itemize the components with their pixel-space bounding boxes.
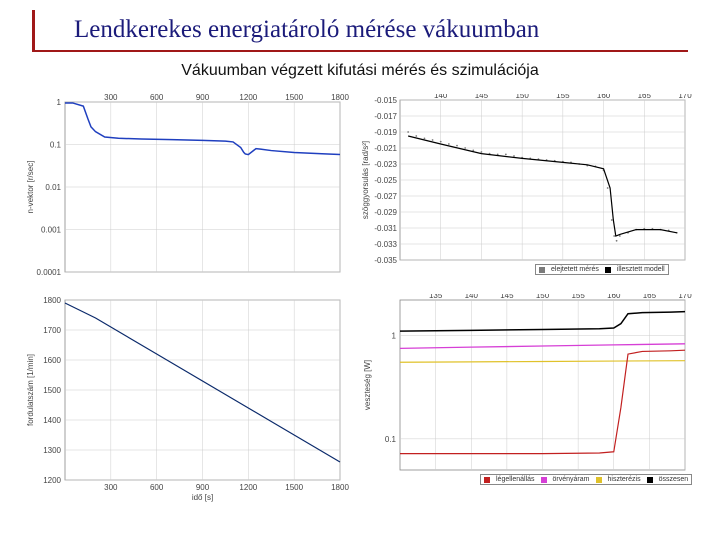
charts-grid: 300 600 900 1200 1500 1800 1 0.1 0.01 0.001 0.0001… [25,94,695,514]
svg-text:0.01: 0.01 [45,183,61,192]
title-bar: Lendkerekes energiatároló mérése vákuumb… [32,10,688,52]
svg-text:1200: 1200 [239,483,257,492]
svg-text:155: 155 [556,94,570,100]
svg-text:n-vektor [r/sec]: n-vektor [r/sec] [26,161,35,214]
chart-d-svg: 1351401451501551601651700.11szögsebesség… [360,294,695,504]
svg-text:0.1: 0.1 [50,141,62,150]
svg-text:170: 170 [678,94,692,100]
svg-text:155: 155 [571,294,585,300]
svg-text:600: 600 [150,483,164,492]
svg-text:1200: 1200 [239,94,257,102]
svg-text:-0.017: -0.017 [374,112,397,121]
svg-text:1800: 1800 [331,483,349,492]
svg-text:900: 900 [196,483,210,492]
svg-text:160: 160 [607,294,621,300]
svg-text:150: 150 [515,94,529,100]
svg-text:1600: 1600 [43,356,61,365]
svg-text:165: 165 [643,294,657,300]
svg-text:szöggyorsulás [rad/s²]: szöggyorsulás [rad/s²] [361,141,370,219]
svg-text:170: 170 [678,294,692,300]
svg-text:idő [s]: idő [s] [192,493,213,502]
svg-text:160: 160 [597,94,611,100]
chart-a-svg: 300 600 900 1200 1500 1800 1 0.1 0.01 0.001 0.0001… [25,94,350,284]
svg-text:1400: 1400 [43,416,61,425]
title-accent [32,10,40,50]
svg-text:140: 140 [465,294,479,300]
svg-text:145: 145 [475,94,489,100]
svg-text:-0.035: -0.035 [374,256,397,265]
chart-d-legend: légellenállásörvényáramhiszterézisösszes… [480,474,692,485]
page-title: Lendkerekes energiatároló mérése vákuumb… [50,16,688,44]
svg-text:300: 300 [104,94,118,102]
svg-text:-0.021: -0.021 [374,144,397,153]
svg-text:-0.029: -0.029 [374,208,397,217]
chart-top-left: 300 600 900 1200 1500 1800 1 0.1 0.01 0.001 0.0001… [25,94,350,284]
svg-text:135: 135 [429,294,443,300]
svg-text:0.001: 0.001 [41,226,62,235]
svg-text:-0.031: -0.031 [374,224,397,233]
svg-text:300: 300 [104,483,118,492]
svg-text:140: 140 [434,94,448,100]
svg-text:600: 600 [150,94,164,102]
svg-text:veszteség [W]: veszteség [W] [363,360,372,410]
svg-text:-0.033: -0.033 [374,240,397,249]
svg-text:1200: 1200 [43,476,61,485]
svg-text:0.0001: 0.0001 [37,268,62,277]
svg-text:1500: 1500 [43,386,61,395]
svg-text:1300: 1300 [43,446,61,455]
svg-text:1500: 1500 [285,94,303,102]
svg-text:1800: 1800 [43,296,61,305]
svg-text:150: 150 [536,294,550,300]
chart-bottom-right: 1351401451501551601651700.11szögsebesség… [360,294,695,504]
svg-text:1700: 1700 [43,326,61,335]
svg-text:-0.023: -0.023 [374,160,397,169]
svg-text:-0.027: -0.027 [374,192,397,201]
svg-text:900: 900 [196,94,210,102]
chart-bottom-left: 300 600 900 1200 1500 1800 1200 1300 1400 1500 160… [25,294,350,504]
chart-c-legend: elejtetett mérésillesztett modell [535,264,669,275]
svg-text:-0.019: -0.019 [374,128,397,137]
svg-text:1: 1 [57,98,62,107]
svg-text:1500: 1500 [285,483,303,492]
svg-text:-0.015: -0.015 [374,96,397,105]
svg-text:0.1: 0.1 [385,435,397,444]
svg-text:1: 1 [392,331,397,340]
svg-text:165: 165 [638,94,652,100]
svg-text:1800: 1800 [331,94,349,102]
page-subtitle: Vákuumban végzett kifutási mérés és szim… [0,62,720,80]
svg-text:145: 145 [500,294,514,300]
chart-top-right: 140 145 150 155 160 165 170 -0.015 -0.017 -0.019 -… [360,94,695,294]
chart-b-svg: 300 600 900 1200 1500 1800 1200 1300 1400 1500 160… [25,294,350,504]
svg-text:fordulatszám [1/min]: fordulatszám [1/min] [26,354,35,426]
svg-text:-0.025: -0.025 [374,176,397,185]
